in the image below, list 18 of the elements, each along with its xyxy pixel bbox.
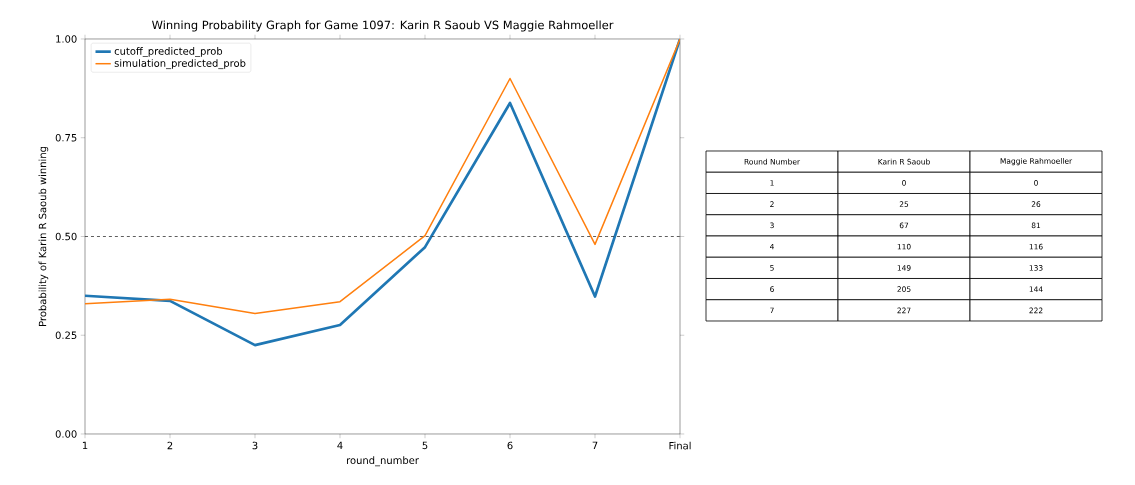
y-tick-label: 0.50 <box>55 232 77 241</box>
legend-label: simulation_predicted_prob <box>114 59 246 70</box>
x-tick-label: 4 <box>337 441 343 450</box>
x-tick-label: 2 <box>167 441 173 450</box>
y-tick-label: 0.25 <box>55 331 77 339</box>
x-tick-label: 7 <box>592 441 598 450</box>
y-tick-label: 1.00 <box>56 35 77 43</box>
legend-label: cutoff_predicted_prob <box>114 47 223 58</box>
y-tick-label: 0.00 <box>55 430 77 438</box>
x-tick-label: 1 <box>82 441 88 450</box>
chart-title: Winning Probability Graph for Game 1097: Karin R Saoub VS Maggie Rahmoeller <box>152 20 614 32</box>
y-axis-title: Probability of Karin R Saoub winning <box>38 146 49 326</box>
x-tick-label: 5 <box>422 441 428 450</box>
x-tick-label: Final <box>669 441 691 450</box>
y-tick-label: 0.75 <box>55 133 77 142</box>
x-tick-label: 6 <box>507 441 513 450</box>
x-tick-label: 3 <box>252 441 258 450</box>
x-axis-title: round_number <box>347 456 419 467</box>
